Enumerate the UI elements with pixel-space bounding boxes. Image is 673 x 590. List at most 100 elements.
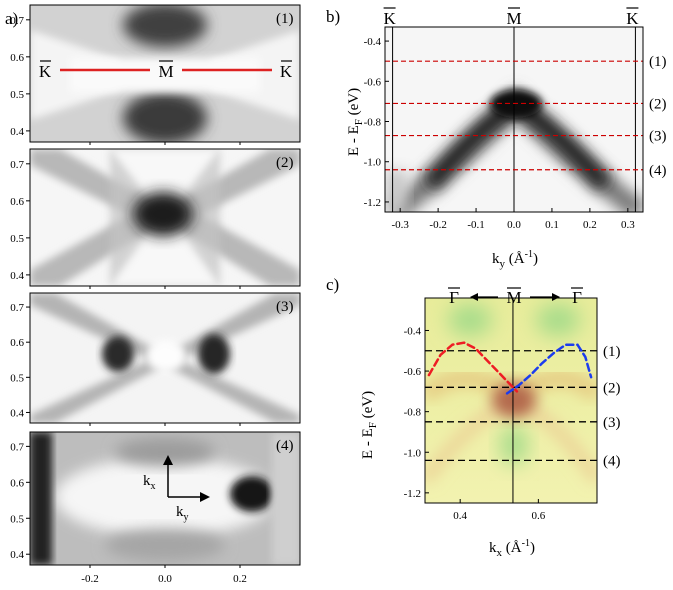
svg-text:kx: kx bbox=[143, 473, 156, 492]
b-top-label: M bbox=[506, 9, 521, 28]
a-ytick-label: 0.7 bbox=[10, 441, 24, 453]
panel-a-subplot-4: (4) kx ky bbox=[29, 431, 301, 566]
panel-a-subplot-2: (2) bbox=[29, 148, 301, 287]
a-ytick-label: 0.7 bbox=[10, 159, 24, 171]
panel-a-subplot-3: (3) bbox=[29, 292, 301, 424]
c-red-dispersion-line bbox=[427, 341, 519, 393]
b-ytick-label: -0.6 bbox=[364, 76, 382, 88]
b-ylabel-sub: F bbox=[353, 119, 365, 125]
b-top-label: K bbox=[626, 9, 639, 28]
b-xlabel: k bbox=[492, 251, 500, 267]
c-xtick-label: 0.4 bbox=[453, 510, 467, 522]
b-xtick-label: 0.1 bbox=[545, 219, 559, 231]
c-top-gamma-right: Γ bbox=[572, 288, 582, 307]
a-ytick-label: 0.6 bbox=[10, 52, 24, 64]
c-cut-label: (4) bbox=[603, 453, 621, 469]
c-ylabel: E - E bbox=[360, 428, 376, 459]
a-ytick-label: 0.5 bbox=[10, 89, 24, 101]
svg-text:ky: ky bbox=[176, 504, 189, 523]
kx-arrow-label: k bbox=[143, 473, 151, 489]
subplot-1-id: (1) bbox=[276, 11, 294, 27]
c-cut-label: (2) bbox=[603, 380, 621, 396]
panel-a-label: a) bbox=[5, 9, 18, 28]
c-ytick-label: -0.8 bbox=[404, 407, 422, 419]
a-ytick-label: 0.5 bbox=[10, 233, 24, 245]
c-xlabel-sub: x bbox=[497, 547, 503, 559]
b-cut-label: (1) bbox=[649, 54, 667, 70]
svg-text:E - EF (eV): E - EF (eV) bbox=[346, 88, 365, 156]
svg-text:kx (Å-1): kx (Å-1) bbox=[489, 538, 535, 559]
a-xtick-label: -0.2 bbox=[81, 573, 98, 585]
svg-text:E - EF (eV): E - EF (eV) bbox=[360, 391, 379, 459]
a-ytick-label: 0.5 bbox=[10, 372, 24, 384]
b-cut-label: (3) bbox=[649, 129, 667, 145]
b-ylabel-unit: (eV) bbox=[346, 88, 362, 119]
kx-arrow-sub: x bbox=[151, 481, 156, 492]
a-ytick-label: 0.5 bbox=[10, 513, 24, 525]
b-xtick-label: -0.3 bbox=[391, 219, 409, 231]
b-xtick-label: 0.2 bbox=[583, 219, 597, 231]
b-xtick-label: -0.1 bbox=[467, 219, 484, 231]
a-ytick-label: 0.7 bbox=[10, 15, 24, 27]
a-xtick-label: 0.2 bbox=[233, 573, 247, 585]
b-ytick-label: -1.2 bbox=[364, 197, 381, 209]
b-ytick-label: -0.4 bbox=[364, 36, 382, 48]
b-xtick-label: -0.2 bbox=[429, 219, 446, 231]
b-xtick-label: 0.3 bbox=[621, 219, 635, 231]
a-ytick-label: 0.7 bbox=[10, 302, 24, 314]
c-xlabel: k bbox=[489, 540, 497, 556]
a-ytick-label: 0.4 bbox=[10, 549, 24, 561]
b-cut-label: (4) bbox=[649, 163, 667, 179]
a-ytick-label: 0.6 bbox=[10, 196, 24, 208]
panel-c-label: c) bbox=[326, 275, 339, 294]
panel-b: (1) (2) (3) (4) -0.3 -0.2 -0.1 0.0 0.1 0.2 0.3 -0.4… bbox=[326, 7, 667, 270]
c-xlabel-unit-sup: -1 bbox=[522, 538, 530, 549]
a-ytick-label: 0.4 bbox=[10, 126, 24, 138]
c-ytick-label: -0.4 bbox=[404, 325, 422, 337]
b-xlabel-unit: (Å bbox=[505, 251, 525, 267]
b-xlabel-sub: y bbox=[500, 258, 506, 270]
panel-a-subplot-1: K M K a) (1) bbox=[5, 4, 301, 143]
panel-b-label: b) bbox=[326, 7, 340, 26]
panel-a: K M K a) (1) (2) bbox=[5, 4, 301, 585]
c-ylabel-sub: F bbox=[367, 422, 379, 428]
b-ylabel: E - E bbox=[346, 125, 362, 156]
subplot-4-id: (4) bbox=[276, 438, 294, 454]
panel-c: (1) (2) (3) (4) 0.4 0.6 -0.4 -0.6 -0.8 -1.0 -1.2 c… bbox=[326, 275, 621, 559]
b-ytick-label: -1.0 bbox=[364, 157, 382, 169]
c-ylabel-unit: (eV) bbox=[360, 391, 376, 422]
c-top-m: M bbox=[506, 288, 521, 307]
c-xlabel-close: ) bbox=[530, 540, 535, 556]
b-xlabel-close: ) bbox=[533, 251, 538, 267]
a-ytick-label: 0.4 bbox=[10, 270, 24, 282]
panel-a-ticks: 0.4 0.5 0.6 0.7 0.4 0.5 0.6 0.7 0.4 0.5 0.6 0.7 0.4 0… bbox=[10, 15, 247, 585]
ky-arrow-sub: y bbox=[184, 512, 189, 523]
subplot-2-id: (2) bbox=[276, 155, 294, 171]
a-xtick-label: 0.0 bbox=[158, 573, 172, 585]
subplot-3-id: (3) bbox=[276, 299, 294, 315]
c-cut-label: (3) bbox=[603, 415, 621, 431]
c-ytick-label: -1.0 bbox=[404, 447, 422, 459]
c-ytick-label: -1.2 bbox=[404, 488, 421, 500]
c-blue-dispersion-line bbox=[505, 343, 593, 395]
k-axes-arrows: kx ky bbox=[143, 455, 210, 523]
c-ytick-label: -0.6 bbox=[404, 366, 422, 378]
svg-text:ky (Å-1): ky (Å-1) bbox=[492, 249, 538, 270]
c-xtick-label: 0.6 bbox=[531, 510, 545, 522]
k-left-label: K bbox=[39, 62, 52, 81]
panel-b-plot: (1) (2) (3) (4) -0.3 -0.2 -0.1 0.0 0.1 0.2 0.3 -0.4… bbox=[364, 7, 667, 231]
a-ytick-label: 0.6 bbox=[10, 337, 24, 349]
b-xlabel-unit-sup: -1 bbox=[525, 249, 533, 260]
ky-arrow-label: k bbox=[176, 504, 184, 520]
b-ytick-label: -0.8 bbox=[364, 117, 382, 129]
a-ytick-label: 0.6 bbox=[10, 477, 24, 489]
k-right-label: K bbox=[280, 62, 293, 81]
b-cut-label: (2) bbox=[649, 96, 667, 112]
a-ytick-label: 0.4 bbox=[10, 407, 24, 419]
b-top-label: K bbox=[383, 9, 396, 28]
c-top-gamma-left: Γ bbox=[449, 288, 459, 307]
c-xlabel-unit: (Å bbox=[502, 540, 522, 556]
b-xtick-label: 0.0 bbox=[507, 219, 521, 231]
panel-c-plot: (1) (2) (3) (4) 0.4 0.6 -0.4 -0.6 -0.8 -1.0 -1.2 bbox=[404, 298, 621, 522]
